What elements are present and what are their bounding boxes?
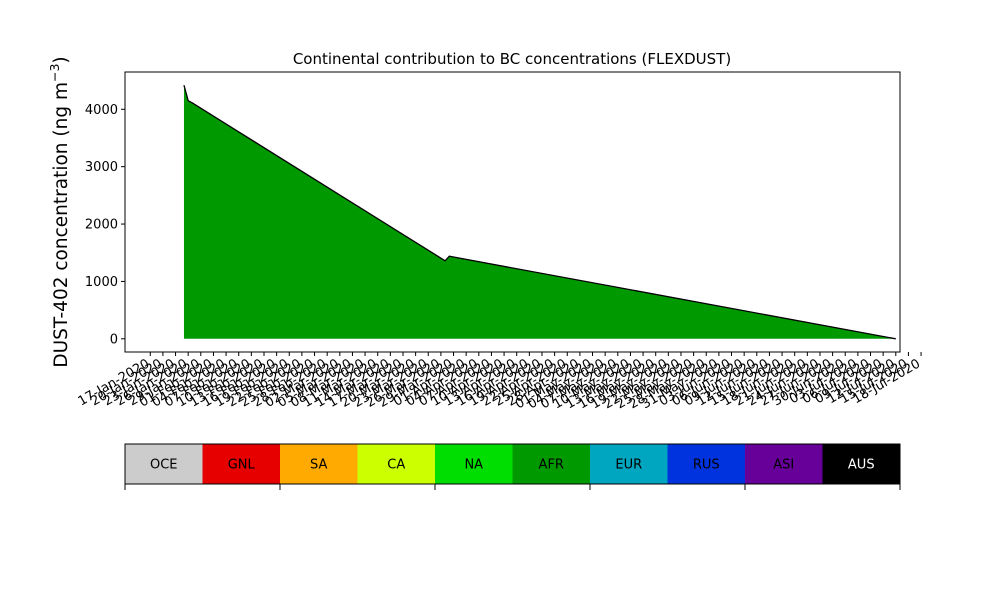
- y-tick-label: 4000: [85, 103, 118, 118]
- legend-swatch-aus: [822, 444, 900, 484]
- legend-swatch-afr: [512, 444, 590, 484]
- x-axis: 17-Jan-202020-Jan-202023-Jan-202026-Jan-…: [76, 352, 923, 412]
- series-outline-afr: [183, 85, 896, 340]
- legend-swatch-na: [435, 444, 513, 484]
- legend-label-asi: ASI: [773, 458, 794, 473]
- legend-swatch-rus: [667, 444, 745, 484]
- legend-swatch-asi: [745, 444, 823, 484]
- y-tick-label: 1000: [85, 275, 118, 290]
- legend-swatch-gnl: [202, 444, 280, 484]
- legend-swatch-eur: [590, 444, 668, 484]
- y-tick-label: 2000: [85, 218, 118, 233]
- legend-swatch-oce: [125, 444, 203, 484]
- y-axis-label-unit-exponent: −3: [47, 64, 62, 82]
- series-area-afr: [183, 85, 896, 339]
- legend-label-aus: AUS: [848, 458, 875, 473]
- y-tick-label: 3000: [85, 160, 118, 175]
- legend-swatch-sa: [280, 444, 358, 484]
- legend-frame: [124, 443, 901, 485]
- legend-label-afr: AFR: [539, 458, 564, 473]
- legend-label-ca: CA: [387, 458, 405, 473]
- legend-label-oce: OCE: [150, 458, 178, 473]
- legend-label-sa: SA: [310, 458, 327, 473]
- legend-colorbar: OCE GNL SA CA NA AFR EUR RUS ASI AUS: [124, 443, 901, 490]
- y-axis-label-close: ): [51, 56, 72, 63]
- y-axis-label: DUST-402 concentration (ng m−3): [47, 56, 72, 367]
- plot-frame: [124, 71, 901, 353]
- plot-area: [183, 85, 896, 340]
- legend-swatch-ca: [357, 444, 435, 484]
- y-tick-label: 0: [110, 332, 118, 347]
- legend-label-gnl: GNL: [228, 458, 256, 473]
- legend-label-rus: RUS: [693, 458, 720, 473]
- legend-label-na: NA: [464, 458, 483, 473]
- y-axis: 0 1000 2000 3000 4000: [85, 103, 125, 347]
- y-axis-label-main: DUST-402 concentration (ng m: [51, 82, 72, 368]
- legend-label-eur: EUR: [615, 458, 642, 473]
- chart-title: Continental contribution to BC concentra…: [293, 50, 731, 68]
